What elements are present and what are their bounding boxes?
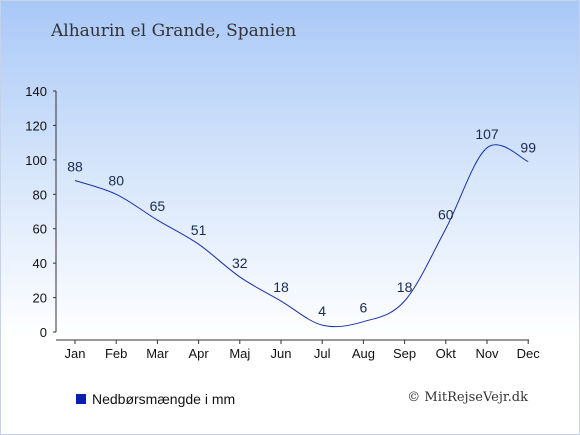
x-tick-label: Maj bbox=[229, 346, 250, 361]
x-tick-label: Feb bbox=[105, 346, 127, 361]
x-tick-label: Jan bbox=[65, 346, 86, 361]
x-tick-label: Jul bbox=[314, 346, 331, 361]
x-tick-label: Jun bbox=[271, 346, 292, 361]
legend: Nedbørsmængde i mm bbox=[76, 391, 235, 407]
data-label: 6 bbox=[360, 300, 368, 316]
y-tick-label: 20 bbox=[33, 291, 47, 306]
data-label: 65 bbox=[150, 198, 166, 214]
data-label: 107 bbox=[475, 126, 499, 142]
precipitation-line bbox=[74, 144, 529, 328]
data-label: 51 bbox=[191, 222, 207, 238]
data-label: 88 bbox=[67, 159, 83, 175]
y-tick-label: 0 bbox=[40, 325, 47, 340]
copyright-text: © MitRejseVejr.dk bbox=[407, 390, 528, 405]
chart-axes: 0 20 40 60 80 100 120 140 Jan Feb Mar Apr Maj Jun Jul A… bbox=[25, 84, 540, 361]
x-tick-label: Okt bbox=[436, 346, 457, 361]
y-tick-label: 140 bbox=[25, 84, 47, 99]
data-label: 4 bbox=[318, 303, 326, 319]
x-tick-label: Dec bbox=[517, 346, 541, 361]
legend-swatch bbox=[76, 394, 86, 404]
data-label: 18 bbox=[273, 279, 289, 295]
data-label: 60 bbox=[438, 207, 454, 223]
legend-label: Nedbørsmængde i mm bbox=[92, 391, 236, 407]
data-label: 18 bbox=[397, 279, 413, 295]
data-label: 32 bbox=[232, 255, 248, 271]
y-tick-label: 100 bbox=[25, 153, 47, 168]
y-tick-label: 60 bbox=[33, 222, 47, 237]
x-tick-label: Sep bbox=[393, 346, 416, 361]
x-tick-label: Nov bbox=[475, 346, 499, 361]
data-label: 99 bbox=[520, 140, 536, 156]
y-tick-label: 80 bbox=[33, 187, 47, 202]
x-tick-label: Aug bbox=[352, 346, 375, 361]
x-tick-label: Apr bbox=[188, 346, 209, 361]
chart-title: Alhaurin el Grande, Spanien bbox=[51, 21, 297, 41]
data-label: 80 bbox=[108, 172, 124, 188]
data-labels: 88 80 65 51 32 18 4 6 18 60 107 99 bbox=[67, 126, 536, 319]
y-tick-label: 40 bbox=[33, 256, 47, 271]
y-tick-label: 120 bbox=[25, 118, 47, 133]
x-tick-label: Mar bbox=[146, 346, 169, 361]
